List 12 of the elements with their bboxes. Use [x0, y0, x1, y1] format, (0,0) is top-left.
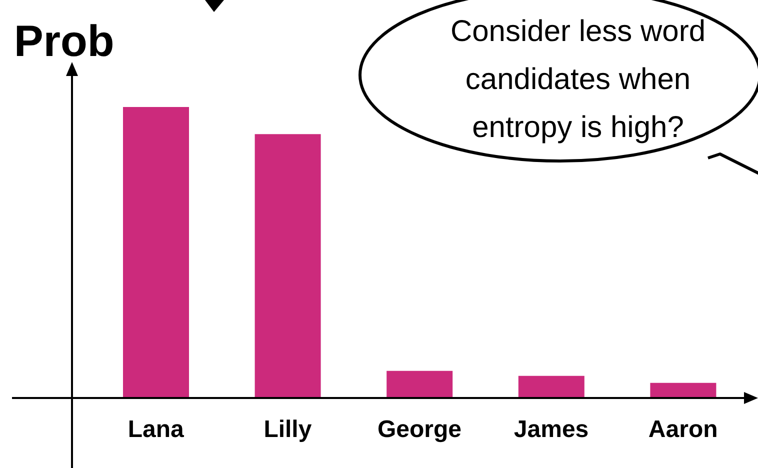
x-tick-label: George	[377, 416, 462, 444]
bar	[518, 376, 584, 398]
y-axis-title: Prob	[14, 17, 114, 66]
bar	[254, 134, 321, 398]
bar	[123, 107, 189, 398]
bar	[386, 370, 453, 398]
annotation: Consider less word candidates when entropy is high?	[449, 14, 707, 146]
x-tick-label: Lilly	[264, 416, 312, 444]
bar	[650, 382, 716, 398]
x-tick-label: Aaron	[648, 416, 718, 444]
x-tick-label: James	[514, 416, 589, 444]
x-tick-label: Lana	[128, 416, 185, 444]
